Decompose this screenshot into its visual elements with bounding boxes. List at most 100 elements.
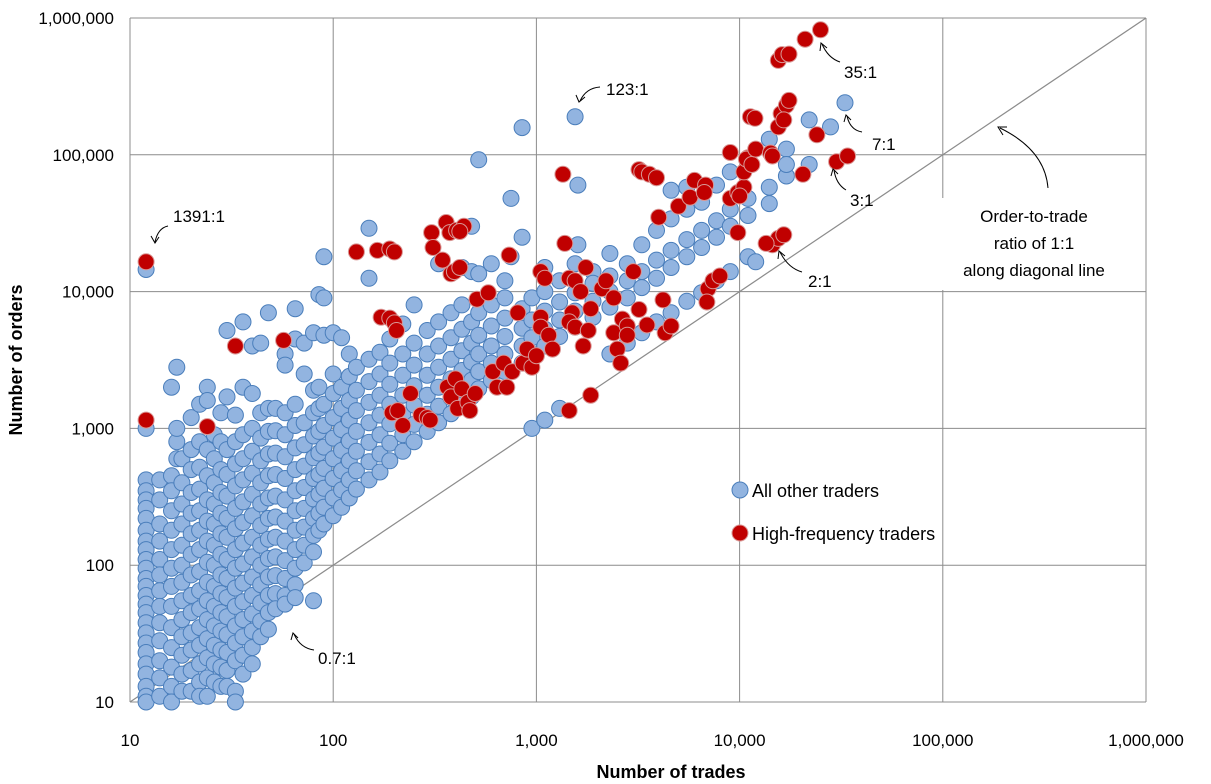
diagonal-label-box bbox=[940, 198, 1130, 290]
point-other-trader bbox=[418, 322, 436, 339]
point-hft bbox=[650, 208, 668, 226]
point-other-trader bbox=[394, 366, 412, 384]
point-hft bbox=[695, 184, 713, 201]
point-other-trader bbox=[405, 296, 423, 314]
y-tick-label: 100 bbox=[86, 556, 114, 575]
point-other-trader bbox=[151, 491, 169, 509]
point-hft bbox=[137, 253, 155, 271]
point-other-trader bbox=[243, 385, 261, 402]
point-other-trader bbox=[360, 269, 378, 287]
point-hft bbox=[721, 144, 739, 161]
point-other-trader bbox=[405, 433, 423, 451]
point-hft bbox=[681, 188, 699, 206]
point-other-trader bbox=[693, 221, 711, 239]
point-other-trader bbox=[371, 343, 389, 361]
point-other-trader bbox=[347, 381, 365, 399]
arrow-1391 bbox=[154, 225, 169, 243]
point-hft bbox=[389, 402, 407, 420]
point-other-trader bbox=[182, 409, 200, 427]
diagonal-label-line1: Order-to-trade bbox=[980, 207, 1088, 226]
point-other-trader bbox=[482, 337, 500, 355]
annotation-3-1: 3:1 bbox=[850, 191, 874, 210]
point-hft bbox=[662, 317, 680, 335]
x-tick-label: 10 bbox=[121, 731, 140, 750]
x-axis-ticks: 10 100 1,000 10,000 100,000 1,000,000 bbox=[121, 731, 1184, 750]
point-hft bbox=[794, 165, 812, 183]
annotation-0-7-1: 0.7:1 bbox=[318, 649, 356, 668]
point-hft bbox=[466, 385, 484, 402]
point-hft bbox=[385, 243, 403, 261]
point-other-trader bbox=[662, 259, 680, 276]
point-other-trader bbox=[800, 111, 818, 129]
point-hft bbox=[812, 21, 829, 39]
point-other-trader bbox=[315, 248, 333, 266]
point-other-trader bbox=[496, 272, 514, 290]
x-tick-label: 100 bbox=[319, 731, 347, 750]
x-tick-label: 10,000 bbox=[714, 731, 766, 750]
point-other-trader bbox=[218, 388, 236, 406]
point-other-trader bbox=[218, 322, 236, 339]
data-points bbox=[137, 21, 857, 711]
point-other-trader bbox=[371, 463, 389, 481]
annotation-1391-1: 1391:1 bbox=[173, 207, 225, 226]
point-hft bbox=[388, 322, 405, 339]
point-hft bbox=[624, 263, 642, 281]
y-tick-label: 1,000 bbox=[71, 419, 114, 438]
arrow-0-7-head bbox=[290, 632, 299, 641]
grid-lines bbox=[129, 17, 1147, 703]
point-other-trader bbox=[347, 402, 365, 420]
point-other-trader bbox=[566, 108, 584, 126]
point-hft bbox=[423, 224, 441, 242]
point-other-trader bbox=[482, 317, 500, 335]
point-hft bbox=[554, 165, 572, 183]
point-hft bbox=[574, 337, 592, 355]
point-other-trader bbox=[836, 94, 854, 112]
point-other-trader bbox=[777, 156, 795, 173]
point-hft bbox=[763, 147, 781, 165]
point-other-trader bbox=[760, 195, 778, 213]
point-other-trader bbox=[226, 693, 244, 711]
point-hft bbox=[582, 386, 600, 404]
point-hft bbox=[451, 259, 469, 276]
point-hft bbox=[451, 223, 469, 240]
point-other-trader bbox=[430, 337, 448, 355]
point-other-trader bbox=[662, 241, 680, 259]
point-other-trader bbox=[381, 434, 399, 452]
point-other-trader bbox=[678, 231, 696, 249]
point-other-trader bbox=[286, 589, 304, 607]
point-other-trader bbox=[648, 269, 665, 287]
arrow-1391-head bbox=[150, 235, 160, 244]
point-hft bbox=[137, 411, 155, 429]
point-other-trader bbox=[151, 532, 169, 550]
point-hft bbox=[347, 243, 365, 261]
point-other-trader bbox=[295, 554, 313, 572]
point-hft bbox=[498, 378, 516, 396]
annotation-arrows bbox=[150, 42, 1049, 651]
point-other-trader bbox=[739, 207, 757, 224]
point-other-trader bbox=[648, 251, 665, 269]
point-other-trader bbox=[305, 543, 322, 561]
point-hft bbox=[630, 301, 648, 318]
point-other-trader bbox=[371, 365, 389, 383]
point-other-trader bbox=[168, 358, 186, 376]
point-hft bbox=[461, 402, 479, 420]
point-other-trader bbox=[234, 313, 252, 331]
arrow-7 bbox=[846, 115, 863, 133]
point-hft bbox=[226, 337, 244, 355]
arrow-35 bbox=[821, 43, 841, 63]
point-other-trader bbox=[678, 248, 696, 266]
legend-marker-other bbox=[731, 481, 749, 499]
point-other-trader bbox=[252, 334, 270, 352]
point-other-trader bbox=[470, 265, 488, 283]
y-tick-label: 10,000 bbox=[62, 283, 114, 302]
point-hft bbox=[479, 284, 497, 302]
point-other-trader bbox=[569, 176, 587, 194]
point-hft bbox=[747, 140, 765, 158]
point-other-trader bbox=[212, 404, 230, 422]
point-hft bbox=[434, 251, 451, 269]
point-hft bbox=[775, 111, 793, 129]
point-hft bbox=[746, 109, 764, 127]
arrow-diagonal bbox=[999, 127, 1049, 189]
legend-label-hft: High-frequency traders bbox=[752, 524, 935, 544]
point-other-trader bbox=[760, 178, 778, 196]
